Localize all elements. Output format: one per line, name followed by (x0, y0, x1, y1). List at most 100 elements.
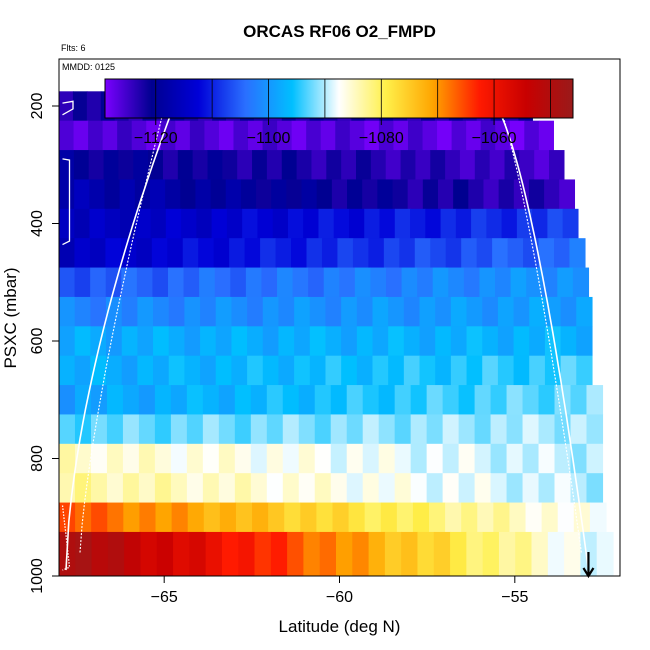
heatmap-cell (458, 414, 476, 445)
heatmap-cell (218, 473, 236, 503)
heatmap-cell (468, 179, 485, 210)
heatmap-cell (362, 443, 380, 474)
heatmap-cell (102, 120, 118, 151)
heatmap-cell (522, 385, 540, 415)
heatmap-cell (370, 150, 387, 180)
x-axis-label: Latitude (deg N) (279, 617, 401, 636)
heatmap-cell (292, 267, 309, 298)
heatmap-cell (282, 385, 300, 415)
heatmap-cell (458, 385, 476, 415)
flight-track (61, 93, 590, 571)
heatmap-cell (136, 238, 153, 268)
heatmap-cell (89, 238, 107, 268)
heatmap-cell (138, 473, 156, 503)
heatmap-cell (349, 120, 365, 151)
heatmap-cell (547, 208, 564, 239)
heatmap-cell (586, 385, 604, 415)
heatmap-cell (160, 120, 176, 151)
heatmap-cell (106, 385, 124, 415)
heatmap-cell (450, 296, 468, 327)
heatmap-cell (541, 502, 559, 533)
heatmap-cell (426, 385, 444, 415)
heatmap-cell (261, 267, 278, 298)
heatmap-cell (131, 120, 147, 151)
heatmap-cell (59, 502, 76, 533)
heatmap-cell (59, 267, 76, 298)
heatmap-cell (492, 238, 509, 268)
heatmap-cell (200, 355, 217, 386)
heatmap-cell (168, 355, 185, 386)
heatmap-cell (330, 473, 348, 503)
heatmap-cell (348, 208, 365, 239)
heatmap-cell (403, 355, 421, 386)
colorbar-tick-label: −1080 (359, 130, 404, 147)
heatmap-cell (378, 414, 396, 445)
heatmap-cell (356, 355, 374, 386)
heatmap-cell (165, 179, 181, 210)
heatmap-cell (435, 326, 452, 357)
heatmap-cell (559, 179, 576, 210)
heatmap-cell (254, 531, 272, 576)
heatmap-cell (417, 267, 434, 298)
heatmap-cell (399, 238, 416, 268)
heatmap-cell (385, 150, 402, 180)
heatmap-cell (522, 414, 540, 445)
heatmap-cell (256, 179, 272, 210)
heatmap-cell (325, 326, 342, 357)
heatmap-cell (200, 296, 217, 327)
heatmap-cell (154, 414, 172, 445)
heatmap-cell (538, 120, 554, 151)
heatmap-cell (425, 208, 442, 239)
heatmap-cell (122, 443, 140, 474)
x-tick-label: −60 (326, 589, 353, 606)
heatmap-cell (378, 120, 395, 151)
heatmap-cell (90, 267, 107, 298)
heatmap-cell (538, 238, 555, 268)
heatmap-cell (244, 238, 261, 268)
heatmap-cell (90, 414, 108, 445)
heatmap-cell (437, 179, 454, 210)
heatmap-cell (138, 443, 156, 474)
heatmap-cell (181, 208, 197, 239)
heatmap-cell (118, 150, 134, 180)
heatmap-cell (466, 296, 483, 327)
heatmap-cell (218, 120, 235, 151)
heatmap-cell (73, 120, 89, 151)
heatmap-cell (388, 355, 405, 386)
heatmap-cell (186, 385, 204, 415)
heatmap-cell (394, 385, 412, 415)
heatmap-cell (486, 208, 503, 239)
heatmap-cell (162, 150, 179, 180)
heatmap-cell (219, 502, 237, 533)
heatmap-cell (89, 208, 106, 239)
heatmap-cell (557, 502, 575, 533)
heatmap-cell (229, 238, 246, 268)
heatmap-cell (298, 473, 316, 503)
heatmap-cell (170, 473, 188, 503)
heatmap-cell (368, 531, 386, 576)
heatmap-cell (106, 443, 124, 474)
heatmap-cell (59, 443, 76, 474)
heatmap-cell (392, 179, 409, 210)
heatmap-cell (272, 208, 289, 239)
x-tick-label: −65 (151, 589, 178, 606)
heatmap-cell (222, 150, 238, 180)
heatmap-cell (214, 267, 231, 298)
heatmap-cell (335, 120, 351, 151)
heatmap-cell (497, 296, 515, 327)
heatmap-cell (74, 473, 92, 503)
heatmap-cell (586, 443, 604, 474)
heatmap-cell (506, 385, 524, 415)
heatmap-cell (137, 355, 154, 386)
x-tick-label: −55 (501, 589, 528, 606)
heatmap-cell (225, 179, 242, 210)
heatmap-cell (74, 267, 91, 298)
heatmap-cell (538, 385, 556, 415)
heatmap-cell (74, 208, 91, 239)
heatmap-cell (270, 531, 288, 576)
heatmap-cell (356, 150, 372, 180)
heatmap-cell (218, 385, 236, 415)
heatmap-cell (510, 267, 527, 298)
heatmap-cell (348, 502, 366, 533)
heatmap-cell (184, 355, 201, 386)
